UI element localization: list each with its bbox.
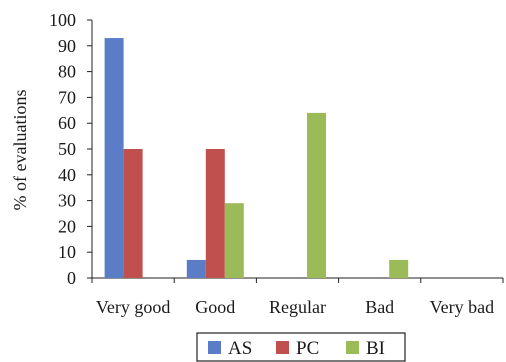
- bar-bi: [224, 203, 244, 278]
- y-tick-label: 70: [58, 87, 76, 107]
- x-tick-label: Good: [195, 297, 235, 317]
- bar-pc: [123, 149, 143, 278]
- bar-bi: [389, 259, 409, 278]
- plot-area: 0 10 20 30 40 50 60 70 80 90 100 Very good Good Regul…: [49, 10, 504, 317]
- y-tick-label: 50: [58, 139, 76, 159]
- y-tick-label: 90: [58, 36, 76, 56]
- y-tick-label: 40: [58, 165, 76, 185]
- x-tick-label: Very bad: [430, 297, 494, 317]
- legend-box: [196, 332, 406, 362]
- y-tick-label: 60: [58, 113, 76, 133]
- y-tick-label: 80: [58, 62, 76, 82]
- y-tick-label: 30: [58, 191, 76, 211]
- legend-label-pc: PC: [296, 338, 319, 359]
- legend-swatch-bi: [346, 341, 359, 354]
- legend: AS PC BI: [196, 332, 406, 362]
- bar-as: [104, 38, 124, 279]
- y-tick-label: 10: [58, 242, 76, 262]
- x-tick-label: Very good: [96, 297, 171, 317]
- legend-swatch-as: [208, 341, 221, 354]
- legend-label-bi: BI: [366, 338, 385, 359]
- x-tick-label: Regular: [269, 297, 326, 317]
- y-tick-label: 0: [67, 268, 76, 288]
- x-tick-label: Bad: [365, 297, 394, 317]
- bar-as: [186, 259, 206, 278]
- y-axis-title: % of evaluations: [10, 90, 30, 211]
- bar-bi: [307, 112, 326, 278]
- legend-swatch-pc: [276, 341, 289, 354]
- y-tick-label: 100: [49, 10, 76, 30]
- legend-label-as: AS: [228, 338, 252, 359]
- y-tick-label: 20: [58, 216, 76, 236]
- bar-pc: [205, 149, 225, 278]
